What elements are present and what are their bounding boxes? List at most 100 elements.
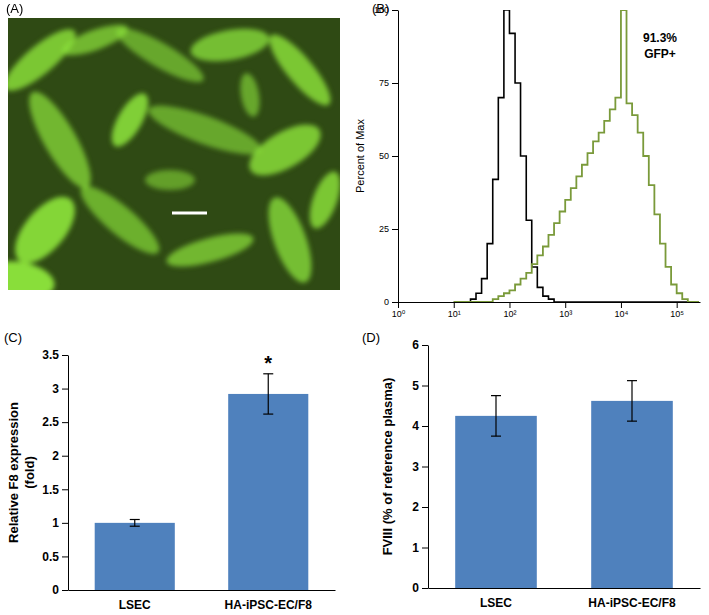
- y-tick: 0: [384, 297, 398, 307]
- y-tick: 1: [52, 516, 68, 530]
- y-axis-title: FVIII (% of reference plasma): [380, 378, 395, 556]
- y-tick-label: 3: [52, 382, 59, 396]
- cell: [241, 114, 328, 185]
- y-tick-mark: [422, 386, 428, 387]
- y-tick-mark: [422, 345, 428, 346]
- y-tick-mark: [62, 556, 68, 557]
- cell: [145, 170, 195, 190]
- y-tick-label: 1: [412, 541, 419, 555]
- error-bar: [263, 374, 273, 414]
- y-axis-title: (fold): [22, 456, 37, 488]
- error-bar-stem: [631, 381, 632, 422]
- figure: (A)10⁰10¹10²10³10⁴10⁵0255075100Percent o…: [0, 0, 709, 615]
- cell: [8, 256, 58, 290]
- error-bar: [491, 396, 501, 437]
- plot-area: [95, 374, 309, 590]
- cell: [303, 168, 340, 233]
- x-tick: 10⁰: [392, 302, 406, 319]
- y-tick-mark: [422, 467, 428, 468]
- y-tick-label: 2: [412, 500, 419, 514]
- bar: [455, 416, 537, 588]
- x-axis: 10⁰10¹10²10³10⁴10⁵: [392, 302, 701, 319]
- annotation: 91.3%: [643, 31, 677, 45]
- error-bar-cap: [130, 519, 140, 520]
- x-tick: LSEC: [119, 598, 151, 612]
- cell: [8, 20, 83, 99]
- y-tick-label: 2: [52, 449, 59, 463]
- y-tick-label: 5: [412, 379, 419, 393]
- cell: [237, 72, 262, 118]
- y-tick: 2.5: [42, 415, 68, 429]
- panel-label: (D): [362, 330, 380, 345]
- x-tick-label: LSEC: [480, 596, 512, 610]
- y-tick: 0: [412, 581, 428, 595]
- y-axis-title: Percent of Max: [354, 119, 366, 193]
- y-tick-mark: [62, 355, 68, 356]
- y-tick: 6: [412, 338, 428, 352]
- error-bar-stem: [268, 374, 269, 414]
- y-tick-label: 2.5: [42, 415, 59, 429]
- y-tick: 5: [412, 379, 428, 393]
- y-axis: 0255075100: [374, 5, 399, 307]
- x-tick-mark: [677, 302, 678, 308]
- y-tick: 75: [379, 78, 398, 88]
- panel-label: (A): [6, 1, 23, 16]
- cell: [59, 19, 132, 62]
- x-tick-label: 10¹: [448, 309, 461, 319]
- axis-line: [399, 302, 701, 303]
- y-tick: 3: [52, 382, 68, 396]
- axis-line: [429, 588, 701, 589]
- y-tick-label: 3: [412, 460, 419, 474]
- y-tick: 3.5: [42, 348, 68, 362]
- cells: [8, 19, 340, 290]
- bar: [228, 394, 308, 590]
- x-axis: LSEC HA-iPSC-EC/F8: [69, 591, 336, 612]
- error-bar-cap: [491, 395, 501, 396]
- cell: [188, 23, 272, 66]
- annotation: GFP+: [644, 47, 676, 61]
- x-tick-label: LSEC: [119, 598, 151, 612]
- y-tick: 50: [379, 151, 398, 161]
- x-tick-label: 10³: [559, 309, 572, 319]
- x-tick: 10¹: [448, 302, 461, 319]
- y-tick-mark: [422, 426, 428, 427]
- y-axis: 00.511.522.533.5: [42, 348, 68, 597]
- y-tick: 0: [52, 583, 68, 597]
- x-tick: 10⁴: [614, 302, 628, 319]
- y-tick-label: 4: [412, 419, 419, 433]
- axis-line: [398, 11, 399, 303]
- y-tick-label: 6: [412, 338, 419, 352]
- error-bar-cap: [627, 421, 637, 422]
- error-bar-stem: [134, 520, 135, 527]
- y-tick-mark: [392, 156, 398, 157]
- x-tick-mark: [398, 302, 399, 308]
- y-tick: 2: [52, 449, 68, 463]
- y-tick-mark: [422, 588, 428, 589]
- y-tick-label: 0: [412, 581, 419, 595]
- y-tick-label: 0: [384, 297, 389, 307]
- y-tick-label: 1: [52, 516, 59, 530]
- error-bar-cap: [130, 526, 140, 527]
- y-tick: 0.5: [42, 550, 68, 564]
- y-tick-label: 3.5: [42, 348, 59, 362]
- x-tick-label: 10⁴: [614, 309, 628, 319]
- axis-line: [69, 590, 336, 591]
- x-tick: HA-iPSC-EC/F8: [225, 598, 313, 612]
- y-tick-label: 25: [379, 224, 389, 234]
- error-bar-cap: [263, 413, 273, 414]
- y-tick: 1: [412, 541, 428, 555]
- x-tick-label: 10²: [503, 309, 516, 319]
- x-tick-label: 10⁰: [392, 309, 406, 319]
- cell: [261, 27, 339, 113]
- cell: [105, 88, 156, 152]
- y-tick-mark: [392, 229, 398, 230]
- y-tick-mark: [62, 422, 68, 423]
- axis-line: [428, 346, 429, 589]
- y-tick-mark: [62, 590, 68, 591]
- y-tick-mark: [392, 10, 398, 11]
- y-tick: 2: [412, 500, 428, 514]
- x-tick: LSEC: [480, 596, 512, 610]
- y-axis: 0 1 2 3 4 5 6: [412, 338, 428, 595]
- cell: [8, 187, 86, 274]
- axis-line: [68, 356, 69, 591]
